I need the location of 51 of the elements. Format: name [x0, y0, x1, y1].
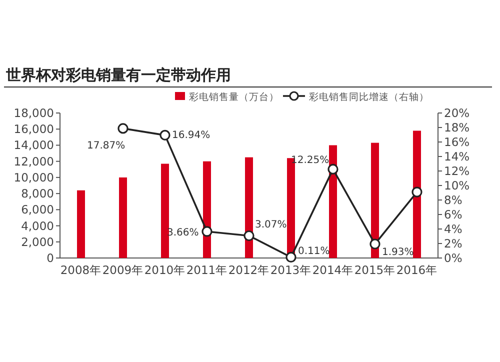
bar: [413, 130, 421, 258]
y-tick-label: 2,000: [21, 234, 54, 249]
bar: [329, 145, 337, 258]
y2-tick-label: 12%: [444, 164, 470, 178]
y2-tick-label: 16%: [444, 135, 470, 149]
data-label: 17.87%: [87, 140, 126, 152]
y-tick-label: 8,000: [21, 186, 54, 201]
legend-label: 彩电销售同比增速（右轴）: [309, 91, 429, 103]
y-tick-label: 16,000: [14, 122, 54, 136]
point: [118, 123, 128, 134]
bar: [77, 190, 85, 258]
x-tick-label: 2016年: [396, 263, 438, 277]
y2-tick-label: 20%: [444, 106, 470, 120]
x-tick-label: 2014年: [312, 263, 354, 277]
y-tick-label: 6,000: [21, 202, 54, 217]
chart-title: 世界杯对彩电销量有一定带动作用: [5, 66, 231, 84]
y2-tick-label: 4%: [444, 222, 462, 236]
point: [286, 252, 296, 263]
x-tick-label: 2008年: [60, 263, 102, 277]
data-label: 3.07%: [255, 220, 287, 231]
point: [244, 230, 254, 242]
y-tick-label: 10,000: [14, 170, 54, 184]
bar: [371, 142, 379, 258]
y-tick-label: 18,000: [14, 106, 54, 120]
x-tick-label: 2015年: [354, 263, 396, 277]
point: [160, 130, 170, 140]
x-tick-label: 2011年: [186, 263, 228, 277]
y2-tick-label: 2%: [444, 236, 462, 250]
point: [202, 226, 212, 237]
point: [370, 238, 380, 250]
x-tick-label: 2012年: [228, 263, 270, 277]
y-tick-label: 14,000: [14, 138, 54, 152]
x-tick-label: 2013年: [270, 263, 312, 277]
data-label: 16.94%: [172, 130, 210, 142]
bar: [119, 177, 127, 258]
x-tick-label: 2010年: [144, 263, 186, 277]
bar: [161, 164, 169, 258]
y-tick-label: 4,000: [21, 218, 54, 233]
y-tick-label: 12,000: [14, 154, 54, 168]
bar: [245, 157, 253, 258]
y2-tick-label: 10%: [444, 178, 470, 192]
y-tick-label: 0: [46, 251, 54, 265]
y2-tick-label: 6%: [444, 208, 462, 222]
y2-tick-label: 0%: [444, 251, 462, 265]
legend-label: 彩电销售量（万台）: [189, 91, 279, 103]
x-tick-label: 2009年: [102, 263, 144, 277]
y2-tick-label: 14%: [444, 150, 470, 164]
point: [412, 186, 422, 198]
point: [328, 164, 338, 174]
y2-tick-label: 8%: [444, 193, 462, 207]
y2-tick-label: 18%: [444, 120, 470, 134]
